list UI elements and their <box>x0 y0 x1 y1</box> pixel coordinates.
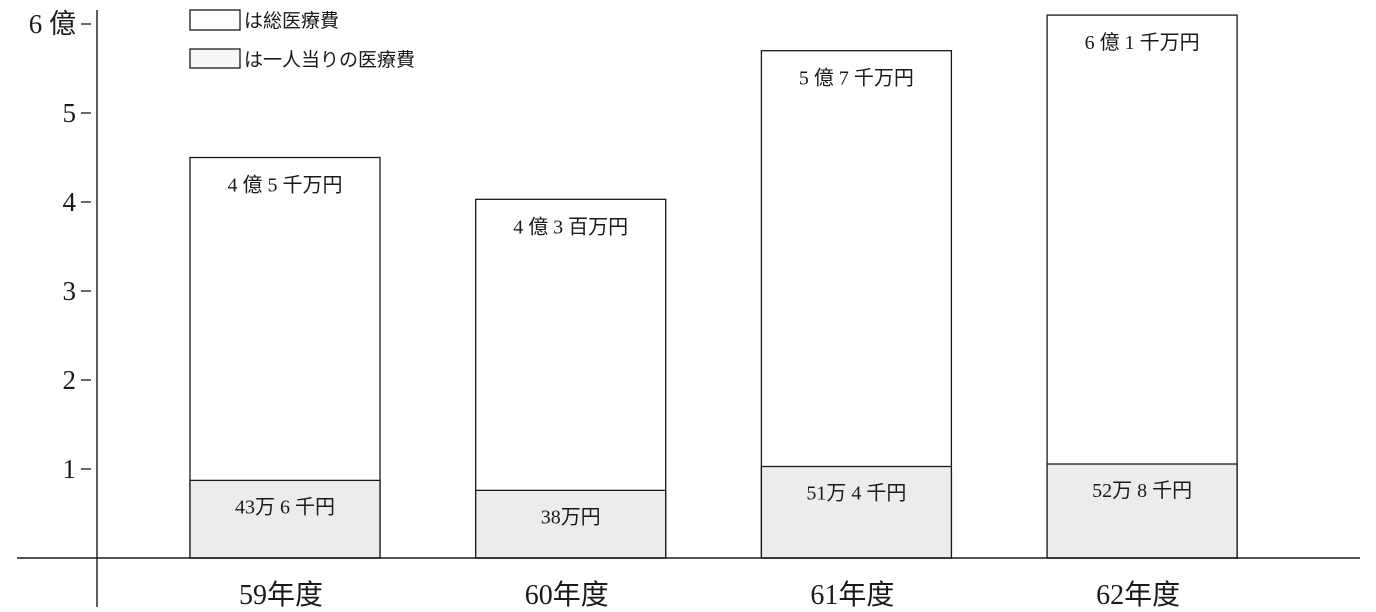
bar-per-person <box>760 465 953 559</box>
bar-per-person <box>1046 463 1238 559</box>
legend-prefix: は <box>244 50 263 71</box>
bar-per-person <box>475 489 667 559</box>
y-tick-label: 5 <box>63 98 77 128</box>
legend: は総医療費 は一人当りの医療費 <box>189 9 415 71</box>
bar-total-value-label: 4 億 3 百万円 <box>513 215 628 238</box>
legend-series-name: 一人当りの医療費 <box>263 49 415 71</box>
bar-per-person-value-label: 51万 4 千円 <box>806 482 906 505</box>
y-tick-label: 3 <box>63 276 77 306</box>
x-category-label: 59年度 <box>239 579 323 611</box>
legend-prefix: は <box>244 11 263 32</box>
y-tick-label: 6 億 <box>29 9 76 39</box>
legend-swatch-total <box>189 9 241 31</box>
legend-label-per-person: は一人当りの医療費 <box>244 49 415 71</box>
x-category-label: 61年度 <box>810 579 894 611</box>
y-tick-label: 1 <box>63 454 77 484</box>
legend-swatch-per-person <box>189 48 241 69</box>
bar-total-value-label: 6 億 1 千万円 <box>1085 31 1200 54</box>
legend-series-name: 総医療費 <box>263 10 339 32</box>
bar-group: 4 億 5 千万円 43万 6 千円 59年度 <box>189 156 381 611</box>
x-category-label: 62年度 <box>1096 579 1180 611</box>
bar-group: 4 億 3 百万円 38万円 60年度 <box>475 198 667 611</box>
bar-per-person-value-label: 52万 8 千円 <box>1092 479 1192 502</box>
y-axis-ticks: 1 2 3 4 5 6 億 <box>29 9 91 484</box>
y-tick-label: 4 <box>63 187 77 217</box>
bar-total-value-label: 5 億 7 千万円 <box>799 67 914 90</box>
bars-layer: 4 億 5 千万円 43万 6 千円 59年度 4 億 3 百万円 38万円 60年度 5 … <box>189 14 1238 611</box>
legend-label-total: は総医療費 <box>244 10 339 32</box>
y-tick-label: 2 <box>63 365 77 395</box>
bar-per-person <box>189 479 381 559</box>
bar-group: 5 億 7 千万円 51万 4 千円 61年度 <box>760 50 953 611</box>
bar-group: 6 億 1 千万円 52万 8 千円 62年度 <box>1046 14 1238 611</box>
bar-per-person-value-label: 38万円 <box>541 506 601 528</box>
bar-total-value-label: 4 億 5 千万円 <box>228 174 343 197</box>
bar-per-person-value-label: 43万 6 千円 <box>235 495 335 518</box>
x-category-label: 60年度 <box>525 579 609 611</box>
